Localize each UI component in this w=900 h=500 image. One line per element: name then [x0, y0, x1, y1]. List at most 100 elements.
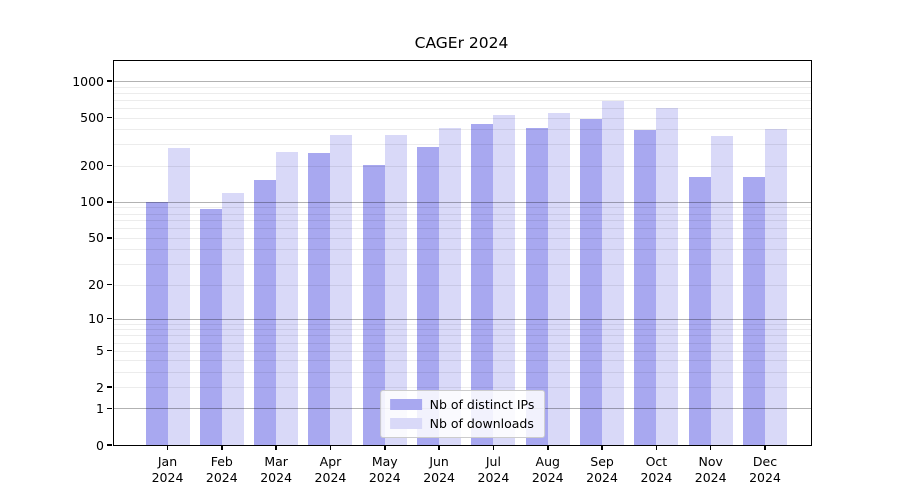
x-tick-month: Nov — [698, 454, 723, 469]
y-tick-label: 50 — [88, 230, 104, 246]
bar-distinct-ips-apr — [308, 152, 331, 445]
gridline-minor — [114, 350, 811, 352]
bar-downloads-dec — [765, 128, 788, 445]
y-tick-mark — [107, 283, 112, 286]
bar-downloads-nov — [710, 136, 733, 445]
legend-item-distinct-ips: Nb of distinct IPs — [389, 397, 535, 412]
y-tick-label: 10 — [88, 311, 104, 327]
x-tick-year: 2024 — [640, 469, 673, 485]
x-tick-label: Jan 2024 — [138, 454, 198, 485]
gridline-minor — [114, 207, 811, 209]
legend-label-downloads: Nb of downloads — [429, 416, 534, 431]
legend-label-distinct-ips: Nb of distinct IPs — [429, 397, 535, 412]
bar-downloads-aug — [547, 112, 570, 445]
x-tick-mark — [438, 445, 440, 450]
x-tick-month: Sep — [590, 454, 614, 469]
gridline-minor — [114, 371, 811, 373]
y-tick-label: 1 — [96, 400, 104, 416]
x-tick-month: Jun — [429, 454, 449, 469]
gridline-minor — [114, 228, 811, 230]
y-tick-label: 200 — [80, 158, 104, 174]
y-tick-label: 100 — [80, 194, 104, 210]
gridline-major — [114, 318, 811, 320]
bar-distinct-ips-sep — [580, 118, 603, 445]
x-tick-year: 2024 — [749, 469, 781, 485]
gridline-minor — [114, 86, 811, 88]
y-tick-mark — [107, 116, 112, 119]
x-tick-mark — [546, 445, 549, 450]
legend: Nb of distinct IPs Nb of downloads — [379, 390, 546, 438]
gridline-minor — [114, 144, 811, 146]
x-tick-mark — [329, 445, 332, 450]
x-tick-year: 2024 — [477, 469, 510, 485]
bar-downloads-feb — [221, 192, 244, 445]
x-tick-month: Dec — [752, 454, 778, 469]
gridline-minor — [114, 360, 811, 362]
y-tick-label: 5 — [96, 343, 104, 359]
x-tick-label: Nov 2024 — [681, 454, 741, 485]
y-tick-label: 0 — [96, 437, 104, 453]
x-tick-mark — [709, 445, 712, 450]
y-tick-mark — [107, 407, 112, 410]
bar-downloads-jan — [167, 147, 190, 445]
gridline-minor — [114, 335, 811, 337]
x-tick-year: 2024 — [694, 469, 727, 485]
gridline-minor — [114, 213, 811, 215]
bar-distinct-ips-jan — [145, 201, 168, 445]
gridline-minor — [114, 387, 811, 389]
x-tick-month: Feb — [210, 454, 233, 469]
x-tick-label: Sep 2024 — [572, 454, 632, 485]
gridline-minor — [114, 117, 811, 119]
x-tick-year: 2024 — [314, 469, 347, 485]
x-tick-month: Oct — [645, 454, 668, 469]
x-tick-mark — [655, 445, 658, 450]
x-tick-year: 2024 — [586, 469, 618, 485]
gridline-minor — [114, 329, 811, 331]
bar-distinct-ips-nov — [688, 176, 711, 445]
bar-distinct-ips-aug — [525, 127, 548, 445]
bar-downloads-may — [384, 135, 407, 445]
y-tick-label: 500 — [80, 110, 104, 126]
x-tick-month: May — [371, 454, 398, 469]
x-tick-year: 2024 — [260, 469, 293, 485]
gridline-major — [114, 201, 811, 203]
y-tick-mark — [107, 201, 112, 203]
x-tick-month: Mar — [264, 454, 288, 469]
bar-distinct-ips-oct — [634, 129, 657, 445]
bar-distinct-ips-may — [362, 165, 385, 445]
x-tick-month: Jan — [157, 454, 178, 469]
x-tick-label: Apr 2024 — [300, 454, 360, 485]
gridline-minor — [114, 165, 811, 167]
bar-downloads-mar — [276, 151, 299, 445]
x-tick-label: Oct 2024 — [626, 454, 686, 485]
bar-distinct-ips-jul — [471, 123, 494, 445]
y-tick-mark — [107, 237, 112, 239]
x-tick-label: Jul 2024 — [463, 454, 523, 485]
gridline-minor — [114, 129, 811, 131]
bar-downloads-jun — [439, 127, 462, 445]
x-tick-label: Aug 2024 — [518, 454, 578, 485]
gridline-minor — [114, 264, 811, 266]
y-tick-mark — [107, 444, 112, 446]
gridline-minor — [114, 92, 811, 94]
x-tick-mark — [275, 445, 277, 450]
x-tick-month: Jul — [485, 454, 501, 469]
gridline-minor — [114, 237, 811, 239]
x-tick-year: 2024 — [368, 469, 401, 485]
y-tick-label: 1000 — [72, 73, 104, 89]
x-tick-mark — [601, 445, 603, 450]
gridline-minor — [114, 323, 811, 325]
y-tick-mark — [107, 80, 112, 82]
x-tick-label: Feb 2024 — [192, 454, 252, 485]
x-tick-mark — [221, 445, 223, 450]
gridline-minor — [114, 220, 811, 222]
y-tick-label: 20 — [88, 277, 104, 293]
chart-title: CAGEr 2024 — [414, 34, 509, 52]
x-tick-label: Jun 2024 — [409, 454, 469, 485]
gridline-minor — [114, 99, 811, 101]
x-tick-year: 2024 — [531, 469, 564, 485]
y-tick-mark — [107, 317, 112, 320]
y-tick-mark — [107, 349, 112, 352]
bar-distinct-ips-mar — [254, 180, 277, 445]
gridline-minor — [114, 284, 811, 286]
